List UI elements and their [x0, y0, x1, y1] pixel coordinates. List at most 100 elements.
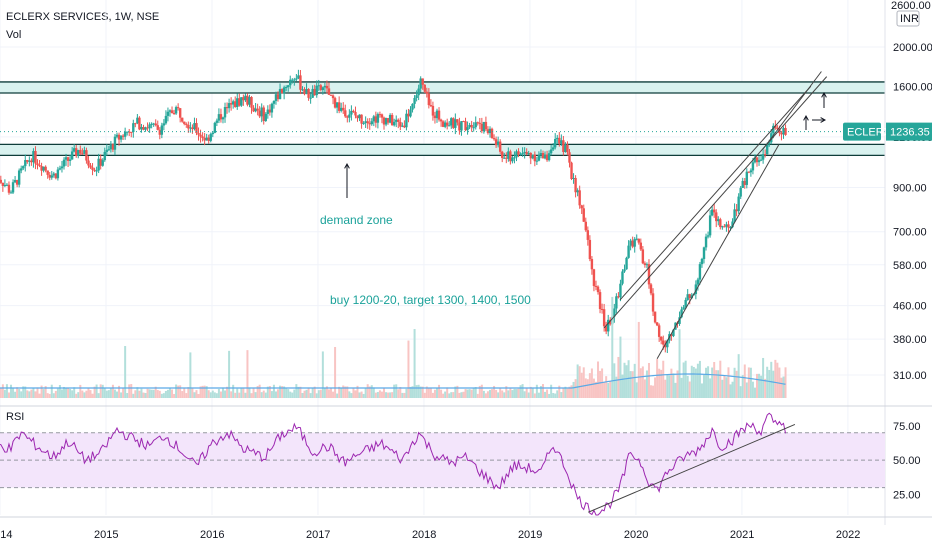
candle-body [490, 128, 494, 139]
candle-body [637, 238, 640, 243]
volume-bar [191, 388, 194, 398]
volume-bar [0, 388, 2, 398]
volume-bar [160, 393, 163, 398]
candle-body [405, 113, 408, 128]
volume-bar [395, 384, 398, 398]
candle-body [282, 87, 286, 94]
candle-body [291, 79, 294, 81]
volume-bar [535, 384, 538, 398]
candle-body [717, 219, 720, 222]
candle-body [702, 247, 706, 259]
volume-bar [397, 389, 400, 398]
candle-body [333, 98, 337, 108]
candle-body [156, 125, 159, 130]
volume-bar [305, 389, 308, 398]
volume-bar [327, 389, 330, 398]
volume-bar [472, 387, 475, 398]
volume-bar [1, 384, 4, 398]
volume-bar [688, 381, 691, 398]
candle-body [87, 160, 90, 166]
volume-bar [737, 354, 740, 398]
candle-body [397, 119, 400, 122]
zone-band [0, 81, 885, 93]
candle-body [511, 157, 514, 162]
volume-bar [758, 373, 761, 398]
volume-bar [336, 393, 339, 398]
time-tick-label: 2021 [730, 529, 754, 541]
volume-bar [260, 392, 263, 398]
candle-body [342, 107, 345, 111]
candle-body [741, 180, 744, 188]
candle-body [293, 79, 296, 81]
candle-body [162, 123, 166, 126]
volume-bar [30, 389, 33, 398]
volume-bar [48, 393, 51, 398]
candle-body [478, 122, 481, 124]
volume-bar [476, 393, 479, 398]
time-tick-label: 2015 [94, 529, 118, 541]
candle-body [311, 88, 314, 98]
volume-bar [230, 391, 233, 398]
candle-body [187, 124, 190, 129]
volume-bar [20, 391, 23, 398]
candle-body [75, 148, 78, 156]
candle-body [401, 125, 404, 127]
volume-bar [22, 386, 25, 398]
volume-bar [509, 388, 512, 398]
volume-bar [268, 386, 271, 398]
demand-zone-arrow-head [344, 162, 350, 169]
candle-body [132, 123, 135, 133]
volume-bar [470, 389, 473, 398]
candle-body [596, 286, 600, 293]
candle-body [494, 139, 498, 146]
volume-bar [631, 371, 634, 398]
candle-body [289, 79, 292, 86]
volume-bar [462, 391, 465, 398]
candle-body [109, 144, 113, 150]
candle-body [97, 158, 100, 171]
volume-bar [14, 391, 17, 398]
candle-body [753, 157, 757, 163]
candle-body [768, 142, 771, 144]
volume-bar [199, 386, 202, 398]
symbol-title: ECLERX SERVICES, 1W, NSE [6, 11, 160, 23]
candle-body [649, 284, 653, 294]
volume-bar [729, 384, 732, 398]
volume-bar [491, 389, 494, 398]
candle-body [138, 117, 141, 130]
volume-bar [588, 373, 591, 398]
candle-body [181, 117, 184, 122]
volume-bar [372, 387, 375, 398]
candle-body [52, 173, 56, 176]
candle-body [629, 240, 632, 246]
candle-body [268, 109, 272, 113]
candle-body [657, 325, 661, 337]
candle-body [450, 118, 453, 126]
volume-bar [87, 388, 90, 398]
candle-body [348, 114, 351, 118]
volume-bar [246, 350, 249, 398]
candle-body [472, 127, 475, 129]
volume-bar [203, 385, 206, 398]
candle-body [739, 187, 742, 197]
volume-bar [101, 384, 104, 398]
candle-body [125, 131, 129, 133]
volume-bar [523, 391, 526, 398]
candle-body [395, 119, 398, 122]
volume-bar [289, 391, 292, 398]
volume-bar [10, 384, 13, 398]
volume-bar [403, 392, 406, 398]
candle-body [366, 121, 369, 124]
candle-body [441, 121, 445, 127]
volume-bar [505, 386, 508, 398]
volume-bar [450, 392, 453, 398]
volume-bar [201, 385, 204, 398]
candle-body [3, 185, 7, 187]
candle-body [172, 112, 176, 114]
candle-body [549, 149, 553, 154]
candle-body [641, 249, 645, 264]
price-tick-label: 2600.00 [891, 0, 931, 12]
volume-bars [0, 296, 787, 398]
candle-body [376, 114, 380, 123]
